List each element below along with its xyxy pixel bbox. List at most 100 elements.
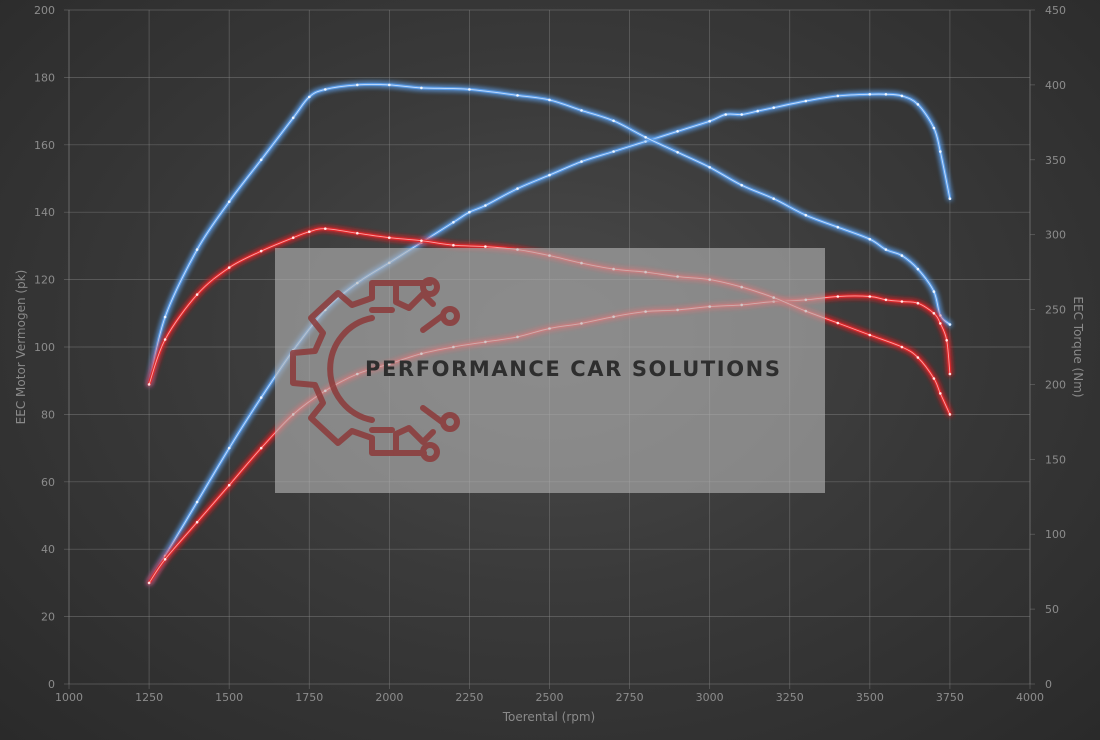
x-tick-label: 2250 <box>455 691 483 704</box>
tuned_power-point <box>900 94 904 98</box>
tuned_power-point <box>452 221 455 224</box>
tuned_torque-point <box>291 116 295 120</box>
watermark-text: PERFORMANCE CAR SOLUTIONS <box>365 357 782 381</box>
tuned_torque-point <box>804 213 808 217</box>
tuned_power-point <box>259 396 263 399</box>
tuned_power-point <box>868 93 872 96</box>
tuned_torque-point <box>676 151 679 154</box>
stock_torque-point <box>932 377 936 380</box>
stock_power-point <box>939 322 942 325</box>
tuned_torque-point <box>163 315 167 319</box>
stock_torque-point <box>291 236 295 239</box>
tuned_power-point <box>884 93 888 96</box>
y-right-tick-label: 150 <box>1045 453 1066 466</box>
tuned_power-point <box>612 150 615 153</box>
y-left-tick-label: 0 <box>48 678 55 691</box>
y-right-tick-label: 50 <box>1045 603 1059 616</box>
stock_power-point <box>932 312 936 315</box>
stock_torque-point <box>356 231 359 235</box>
stock_power-point <box>163 558 167 561</box>
stock_torque-point <box>948 413 952 416</box>
x-tick-label: 2750 <box>616 691 644 704</box>
stock_power-point <box>900 300 904 303</box>
tuned_torque-point <box>948 323 952 326</box>
y-right-tick-label: 400 <box>1045 79 1066 92</box>
tuned_power-point <box>932 126 936 130</box>
tuned_power-point <box>708 119 711 123</box>
x-tick-label: 1500 <box>215 691 243 704</box>
tuned_torque-point <box>388 83 391 87</box>
tuned_power-point <box>548 173 551 177</box>
stock_torque-point <box>195 293 199 296</box>
y-right-tick-label: 250 <box>1045 304 1066 317</box>
stock_torque-point <box>324 227 327 230</box>
y-left-tick-label: 20 <box>41 611 55 624</box>
tuned_torque-point <box>195 248 199 251</box>
x-tick-label: 3500 <box>856 691 884 704</box>
tuned_torque-point <box>900 254 904 257</box>
y-left-tick-label: 140 <box>34 206 55 219</box>
x-tick-label: 4000 <box>1016 691 1044 704</box>
stock_torque-point <box>900 345 904 349</box>
x-tick-label: 3000 <box>696 691 724 704</box>
tuned_torque-point <box>259 158 263 162</box>
y-left-tick-label: 60 <box>41 476 55 489</box>
stock_power-point <box>884 298 888 302</box>
watermark: PERFORMANCE CAR SOLUTIONS <box>275 248 825 493</box>
tuned_torque-point <box>580 109 583 112</box>
x-tick-label: 2000 <box>375 691 403 704</box>
watermark-panel <box>275 248 825 493</box>
tuned_power-point <box>916 103 920 106</box>
tuned_torque-point <box>516 94 519 97</box>
stock_torque-point <box>227 266 231 269</box>
x-tick-label: 2500 <box>536 691 564 704</box>
tuned_power-point <box>676 130 679 133</box>
tuned_power-point <box>740 113 743 116</box>
tuned_torque-point <box>356 83 359 87</box>
tuned_torque-point <box>932 290 936 293</box>
tuned_power-point <box>756 109 759 113</box>
tuned_power-point <box>772 106 775 109</box>
tuned_torque-point <box>772 197 775 200</box>
tuned_power-point <box>484 204 487 207</box>
y-left-axis-title: EEC Motor Vermogen (pk) <box>14 270 28 425</box>
stock_torque-point <box>836 321 840 325</box>
y-right-tick-label: 300 <box>1045 229 1066 242</box>
tuned_power-point <box>516 187 519 190</box>
stock_power-point <box>948 372 952 376</box>
x-axis-title: Toerental (rpm) <box>502 710 595 724</box>
y-left-tick-label: 200 <box>34 4 55 17</box>
tuned_torque-point <box>884 248 888 251</box>
y-right-tick-label: 0 <box>1045 678 1052 691</box>
stock_power-point <box>259 446 263 450</box>
x-tick-label: 3750 <box>936 691 964 704</box>
tuned_torque-point <box>708 166 711 169</box>
y-left-tick-label: 120 <box>34 274 55 287</box>
stock_torque-point <box>939 392 942 395</box>
tuned_torque-point <box>740 183 743 187</box>
tuned_power-point <box>724 113 727 116</box>
tuned_torque-point <box>227 200 231 203</box>
stock_power-point <box>868 295 872 298</box>
y-right-tick-label: 450 <box>1045 4 1066 17</box>
y-left-tick-label: 160 <box>34 139 55 152</box>
x-tick-label: 3250 <box>776 691 804 704</box>
tuned_torque-point <box>548 98 551 102</box>
y-left-tick-label: 40 <box>41 543 55 556</box>
tuned_power-point <box>644 140 647 143</box>
x-tick-label: 1250 <box>135 691 163 704</box>
tuned_torque-point <box>868 237 872 241</box>
tuned_torque-point <box>308 95 311 99</box>
y-left-tick-label: 80 <box>41 408 55 421</box>
y-right-tick-label: 200 <box>1045 378 1066 391</box>
stock_torque-point <box>916 356 920 359</box>
tuned_torque-point <box>324 88 327 91</box>
stock_power-point <box>836 295 840 298</box>
stock_torque-point <box>259 249 263 253</box>
tuned_power-point <box>804 99 808 103</box>
stock_torque-point <box>388 236 391 239</box>
axis-ticks: 1000 1250 1500 1750 2000 2250 2500 2750 3000 3250… <box>34 4 1066 704</box>
y-left-tick-label: 180 <box>34 71 55 84</box>
y-left-tick-label: 100 <box>34 341 55 354</box>
